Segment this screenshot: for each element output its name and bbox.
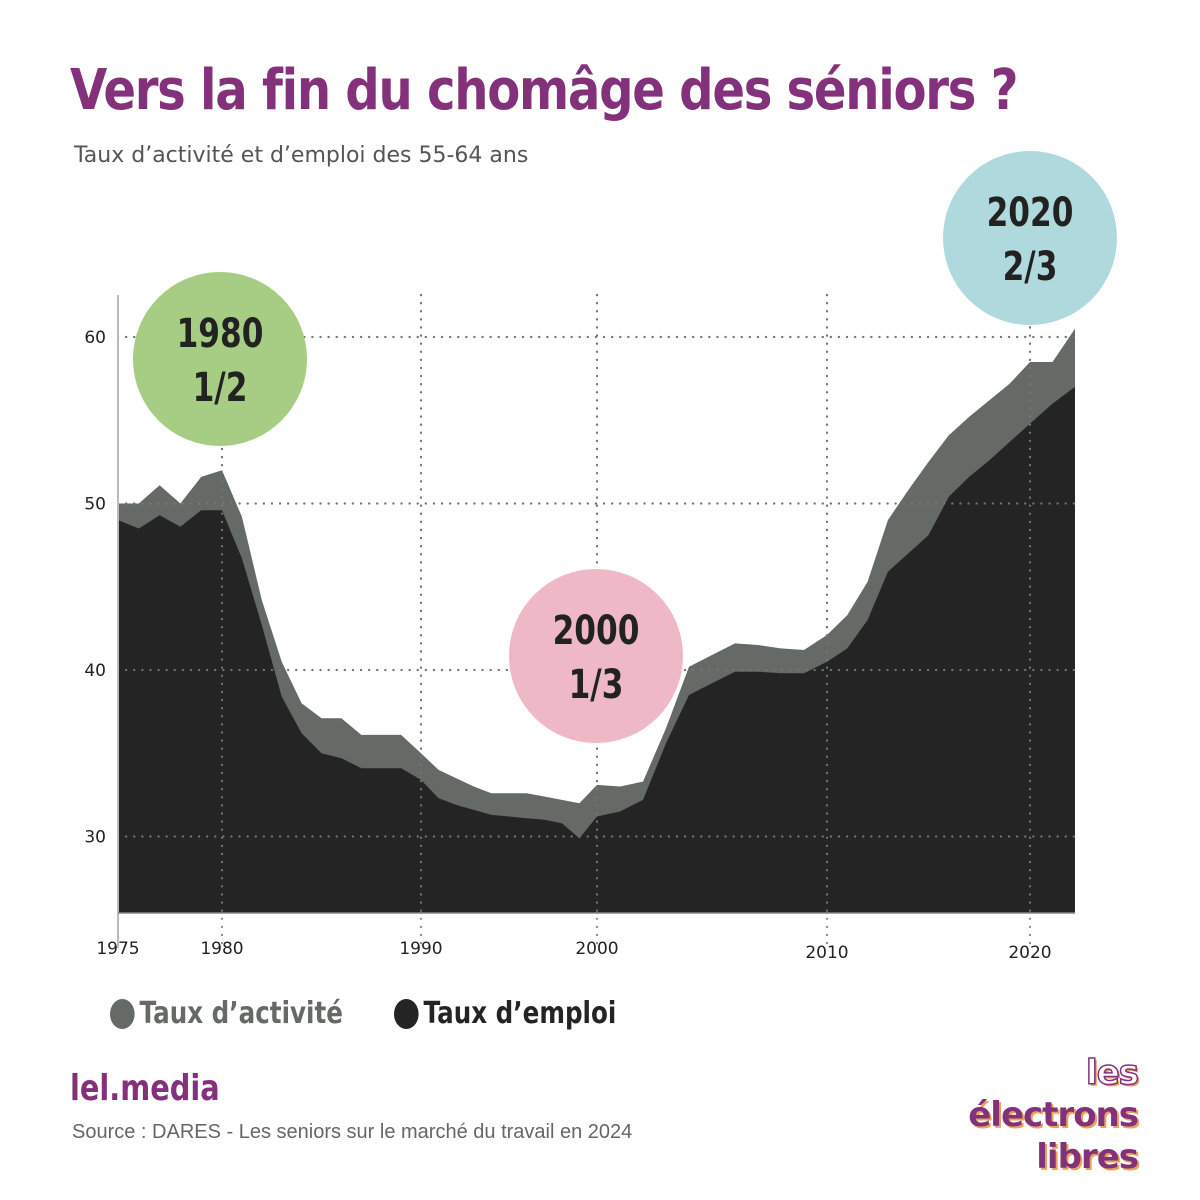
x-tick-label-1980: 1980	[200, 939, 243, 959]
bubble-circle-2020	[943, 151, 1117, 325]
page-title: Vers la fin du chomâge des séniors ?	[70, 58, 1019, 123]
bubble-year-2020: 2020	[987, 190, 1074, 236]
brand-link[interactable]: lel.media	[70, 1068, 220, 1109]
bubble-circle-2000	[509, 569, 683, 743]
bubble-fraction-2000: 1/3	[569, 662, 624, 708]
bubble-1980: 1980 1/2	[133, 272, 307, 446]
bubble-2020: 2020 2/3	[943, 151, 1117, 325]
x-tick-label-1990: 1990	[399, 939, 442, 959]
y-tick-label-30: 30	[84, 828, 106, 848]
x-tick-label-2020: 2020	[1008, 943, 1051, 963]
legend-swatch-activite	[110, 998, 135, 1029]
annotation-bubbles: 1980 1/2 2000 1/3 2020 2/3	[133, 151, 1117, 743]
logo-word-les: les	[1085, 1052, 1139, 1094]
bubble-year-2000: 2000	[553, 608, 640, 654]
legend-label-activite: Taux d’activité	[139, 996, 343, 1031]
legend: Taux d’activité Taux d’emploi	[110, 996, 665, 1031]
y-tick-label-60: 60	[84, 328, 106, 348]
source-note: Source : DARES - Les seniors sur le marc…	[72, 1121, 633, 1143]
x-tick-label-2010: 2010	[805, 943, 848, 963]
legend-item-emploi: Taux d’emploi	[394, 996, 616, 1031]
legend-swatch-emploi	[394, 998, 419, 1029]
legend-item-activite: Taux d’activité	[110, 996, 343, 1031]
x-axis-ticks: 1975 1980 1990 2000 2010 2020	[96, 939, 1051, 963]
logo-word-libres: libres	[1036, 1137, 1139, 1177]
area-taux-emploi	[118, 386, 1075, 913]
bubble-circle-1980	[133, 272, 307, 446]
bubble-fraction-2020: 2/3	[1003, 244, 1058, 290]
legend-label-emploi: Taux d’emploi	[423, 996, 617, 1031]
chart-subtitle: Taux d’activité et d’emploi des 55-64 an…	[74, 143, 529, 168]
bubble-2000: 2000 1/3	[509, 569, 683, 743]
y-tick-label-40: 40	[84, 661, 106, 681]
y-axis-ticks: 30 40 50 60	[84, 328, 106, 848]
x-tick-label-1975: 1975	[96, 939, 139, 959]
x-tick-label-2000: 2000	[575, 939, 618, 959]
bubble-year-1980: 1980	[177, 311, 264, 357]
bubble-fraction-1980: 1/2	[193, 365, 248, 411]
logo-word-electrons: électrons	[968, 1095, 1139, 1135]
logo-les-electrons-libres: les électrons libres	[928, 1052, 1139, 1178]
y-tick-label-50: 50	[84, 495, 106, 515]
